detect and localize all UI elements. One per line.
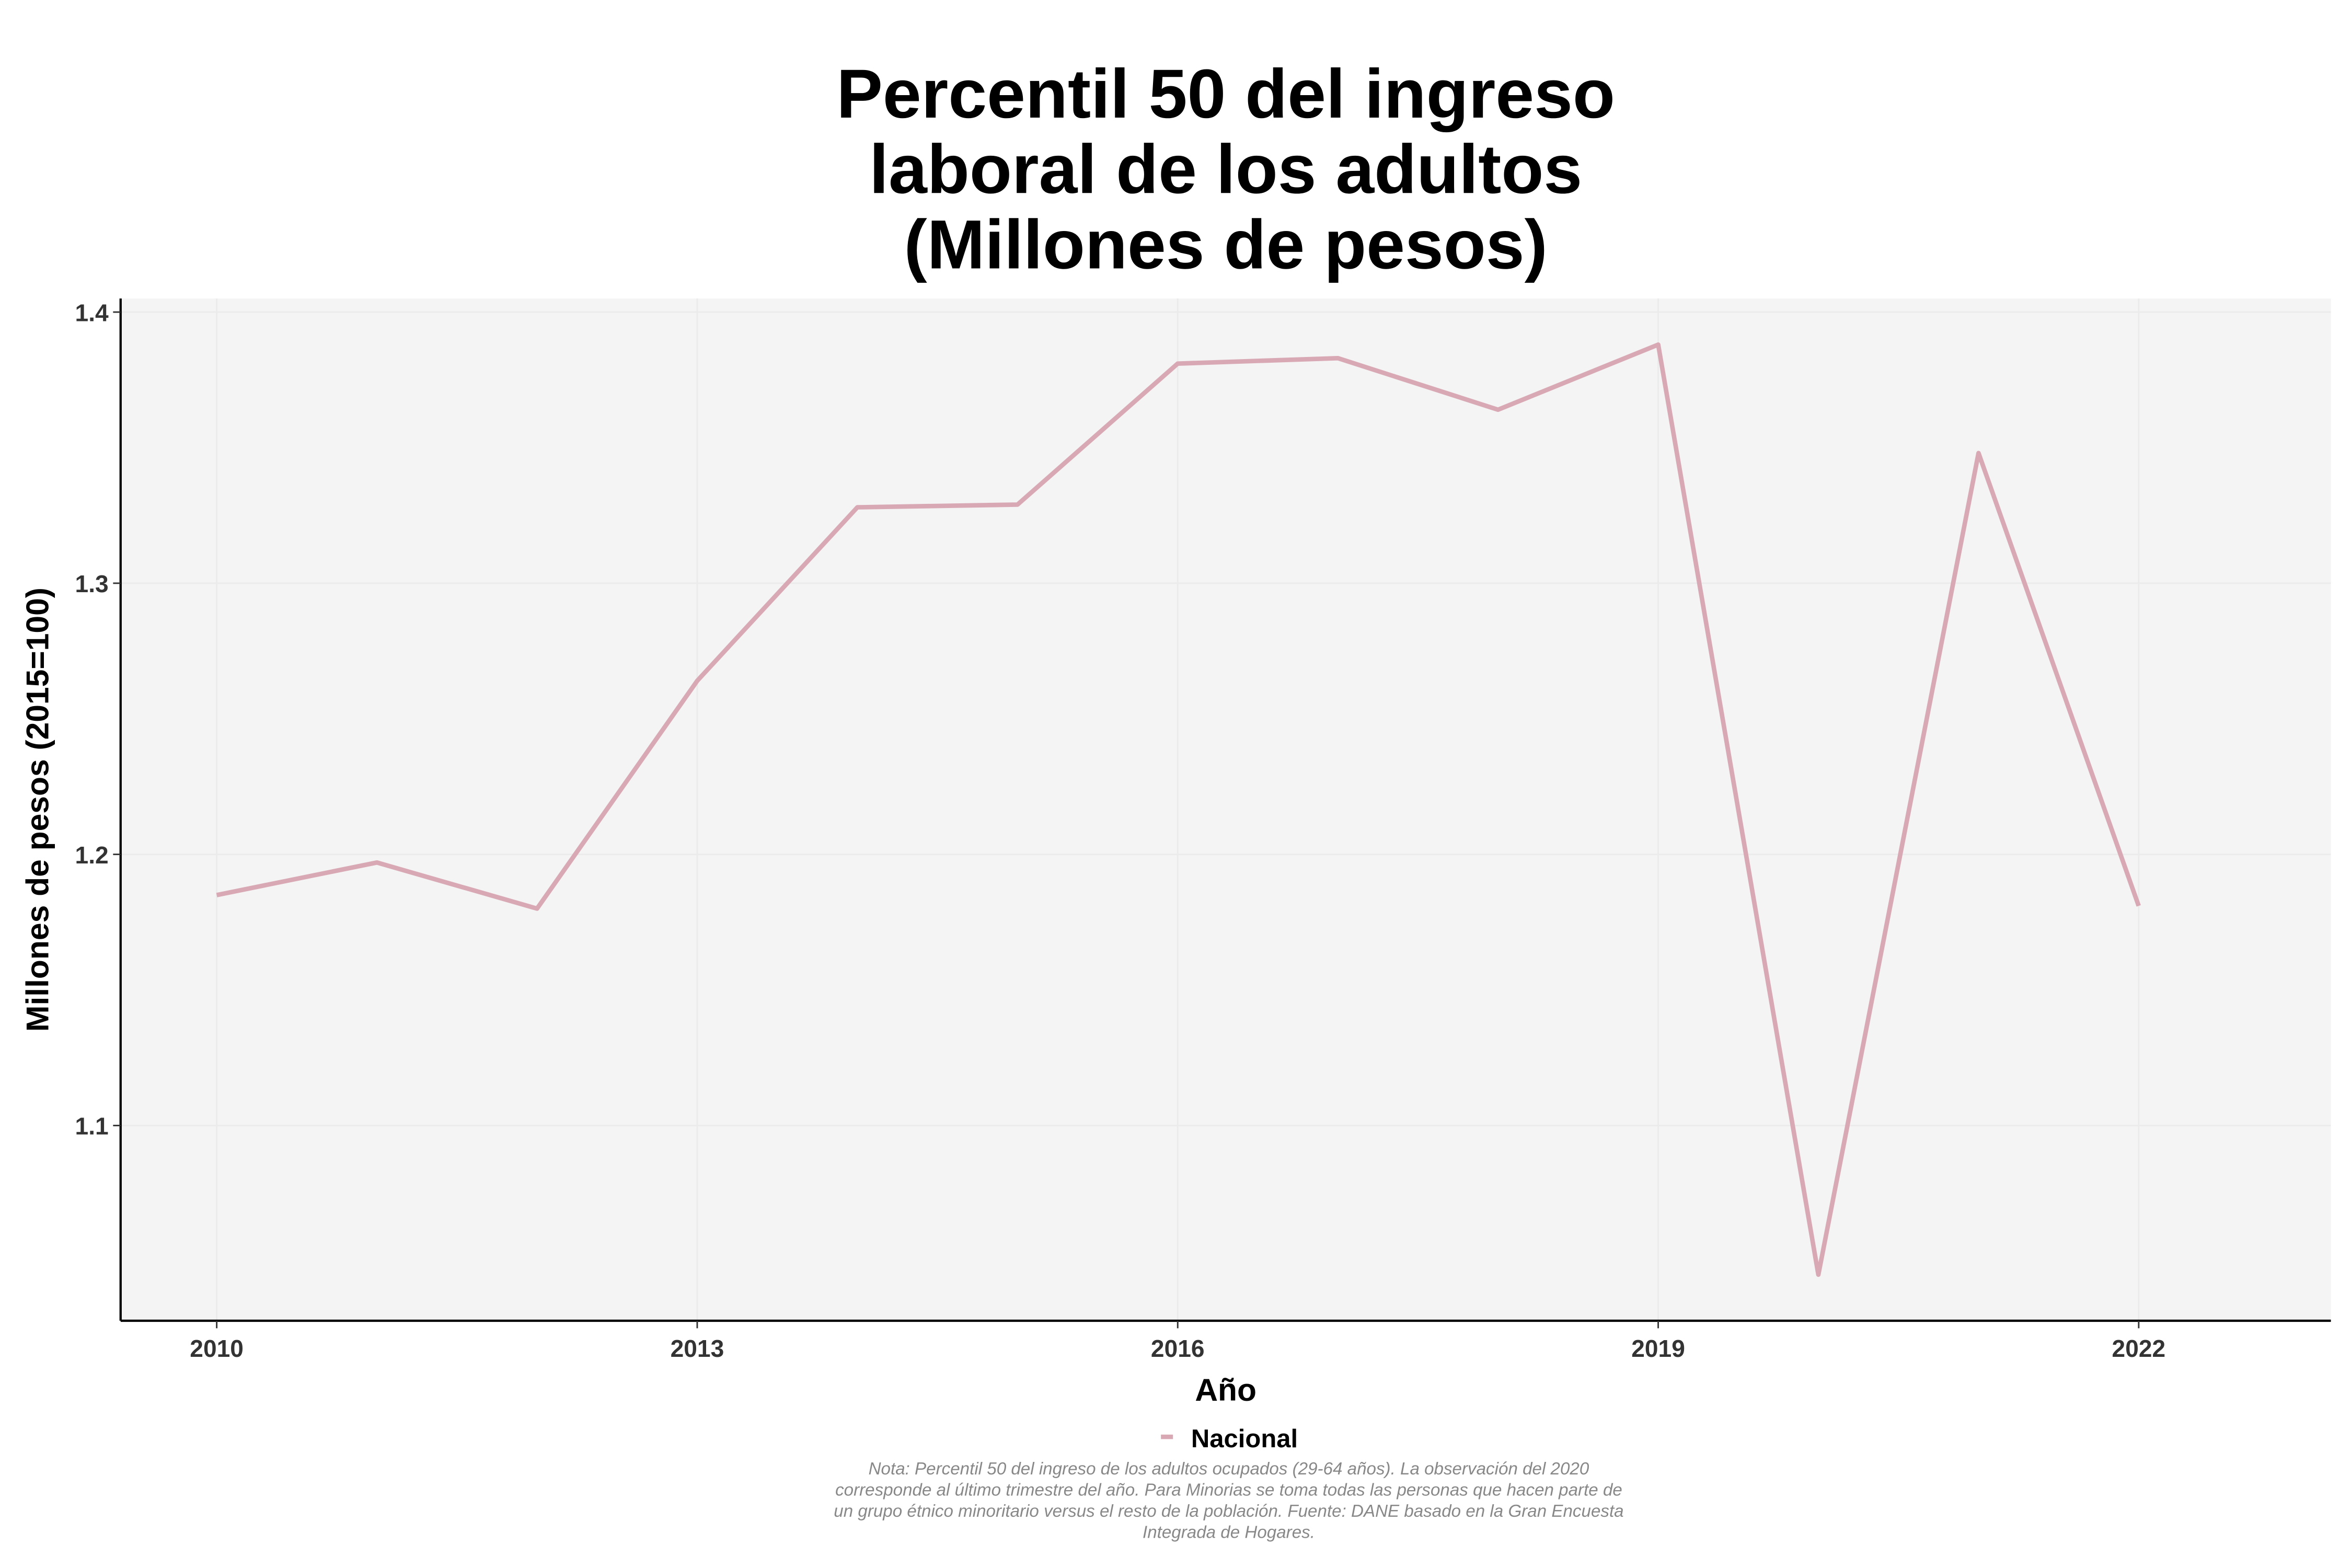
footnote: Nota: Percentil 50 del ingreso de los ad… xyxy=(834,1459,1623,1542)
y-tick-label: 1.3 xyxy=(75,570,109,597)
y-axis-label: Millones de pesos (2015=100) xyxy=(19,587,55,1032)
y-ticks: 1.1 1.2 1.3 1.4 xyxy=(75,299,121,1140)
x-tick-label: 2019 xyxy=(1631,1335,1685,1362)
x-tick-label: 2013 xyxy=(671,1335,724,1362)
footnote-line-1: Nota: Percentil 50 del ingreso de los ad… xyxy=(869,1459,1589,1479)
x-tick-label: 2022 xyxy=(2112,1335,2166,1362)
x-tick-label: 2016 xyxy=(1151,1335,1205,1362)
x-axis-label: Año xyxy=(1195,1372,1256,1408)
plot-background xyxy=(120,298,2331,1321)
title-line-2: laboral de los adultos xyxy=(869,131,1582,208)
data-point xyxy=(1818,1274,1819,1275)
x-tick-label: 2010 xyxy=(190,1335,244,1362)
y-tick-label: 1.2 xyxy=(75,841,109,869)
data-point xyxy=(1978,453,1979,454)
footnote-line-2: corresponde al último trimestre del año.… xyxy=(835,1481,1622,1500)
grid xyxy=(120,298,2331,1321)
footnote-line-4: Integrada de Hogares. xyxy=(1143,1523,1315,1542)
footnote-line-3: un grupo étnico minoritario versus el re… xyxy=(834,1502,1623,1521)
chart-title: Percentil 50 del ingreso laboral de los … xyxy=(836,55,1615,283)
legend-label-nacional: Nacional xyxy=(1191,1425,1298,1453)
x-ticks: 2010 2013 2016 2019 2022 xyxy=(190,1320,2166,1362)
legend: Nacional xyxy=(1161,1425,1298,1453)
series-lines xyxy=(216,342,2141,1277)
title-line-3: (Millones de pesos) xyxy=(904,206,1548,283)
y-tick-label: 1.4 xyxy=(75,299,109,326)
data-point xyxy=(857,507,858,508)
y-tick-label: 1.1 xyxy=(75,1113,109,1140)
title-line-1: Percentil 50 del ingreso xyxy=(836,55,1615,133)
